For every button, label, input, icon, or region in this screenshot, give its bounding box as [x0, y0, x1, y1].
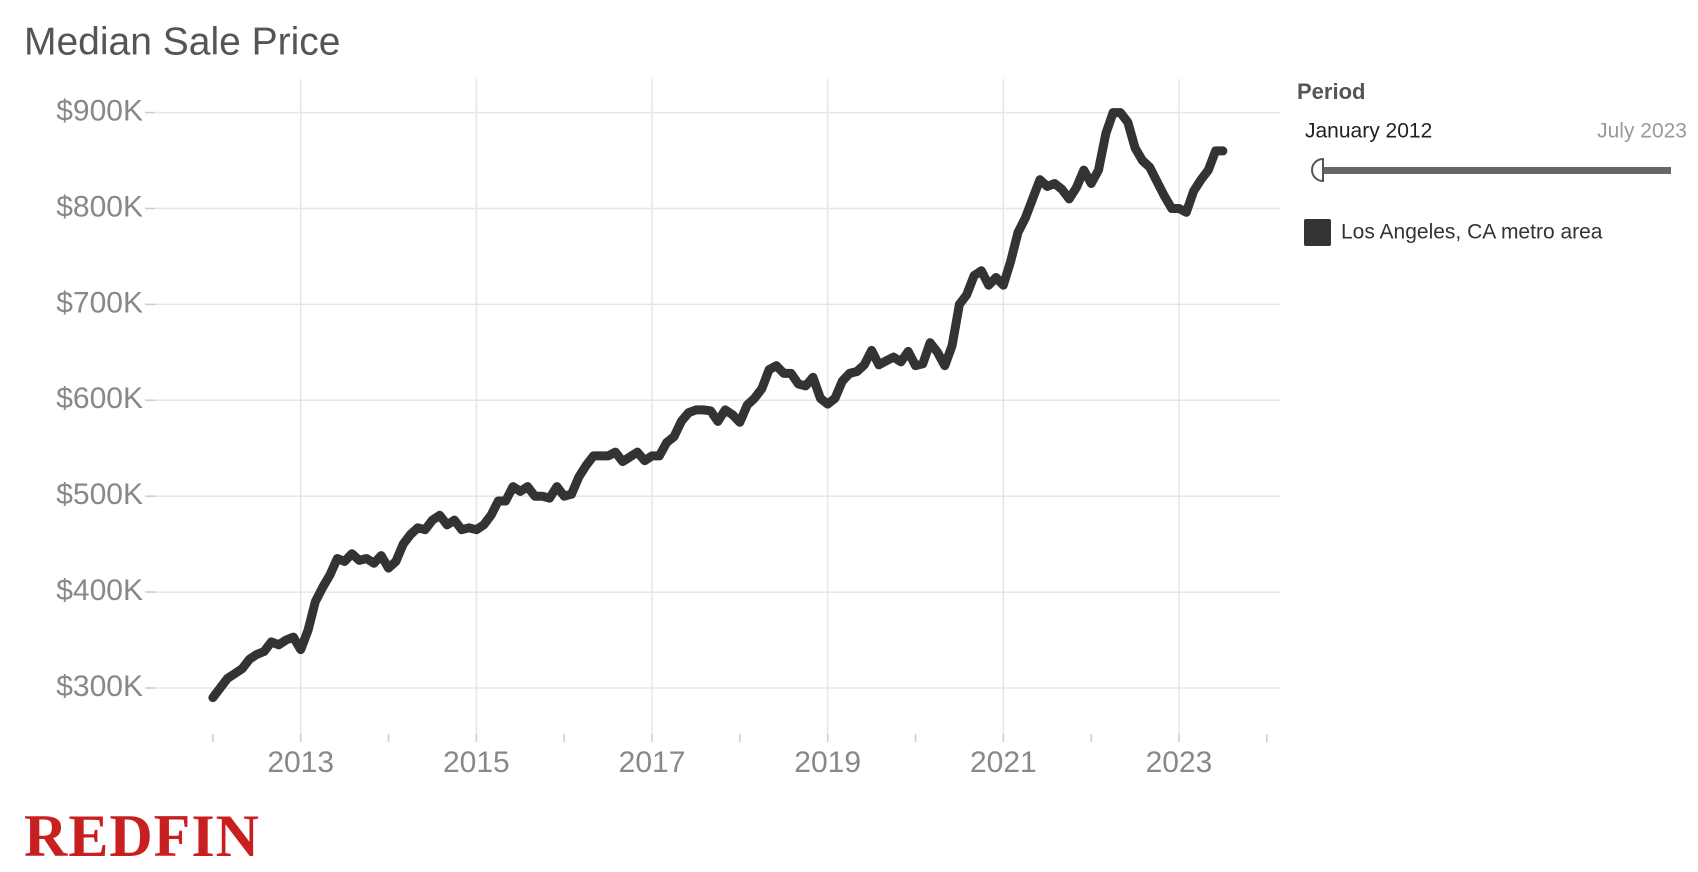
x-tick-label: 2017 [619, 746, 686, 779]
slider-track [1316, 167, 1671, 174]
slider-handle[interactable] [1311, 157, 1324, 183]
y-tick-label: $900K [56, 94, 143, 127]
y-tick-label: $500K [56, 478, 143, 511]
series-line [208, 108, 1228, 703]
legend-item[interactable]: Los Angeles, CA metro area [1304, 219, 1603, 246]
chart-title: Median Sale Price [24, 20, 341, 63]
x-tick-label: 2019 [794, 746, 861, 779]
y-tick-label: $400K [56, 574, 143, 607]
legend-label: Los Angeles, CA metro area [1341, 221, 1603, 244]
legend-swatch [1304, 219, 1331, 246]
y-tick-label: $800K [56, 190, 143, 223]
period-label: Period [1297, 79, 1365, 104]
period-slider[interactable] [1311, 157, 1671, 183]
y-tick-label: $700K [56, 286, 143, 319]
y-tick-label: $300K [56, 670, 143, 703]
period-start: January 2012 [1305, 120, 1432, 143]
y-tick-label: $600K [56, 382, 143, 415]
x-tick-label: 2013 [267, 746, 334, 779]
logo: REDFIN [24, 803, 260, 869]
x-tick-label: 2015 [443, 746, 510, 779]
x-tick-label: 2023 [1146, 746, 1213, 779]
x-tick-label: 2021 [970, 746, 1037, 779]
period-end: July 2023 [1597, 120, 1687, 143]
